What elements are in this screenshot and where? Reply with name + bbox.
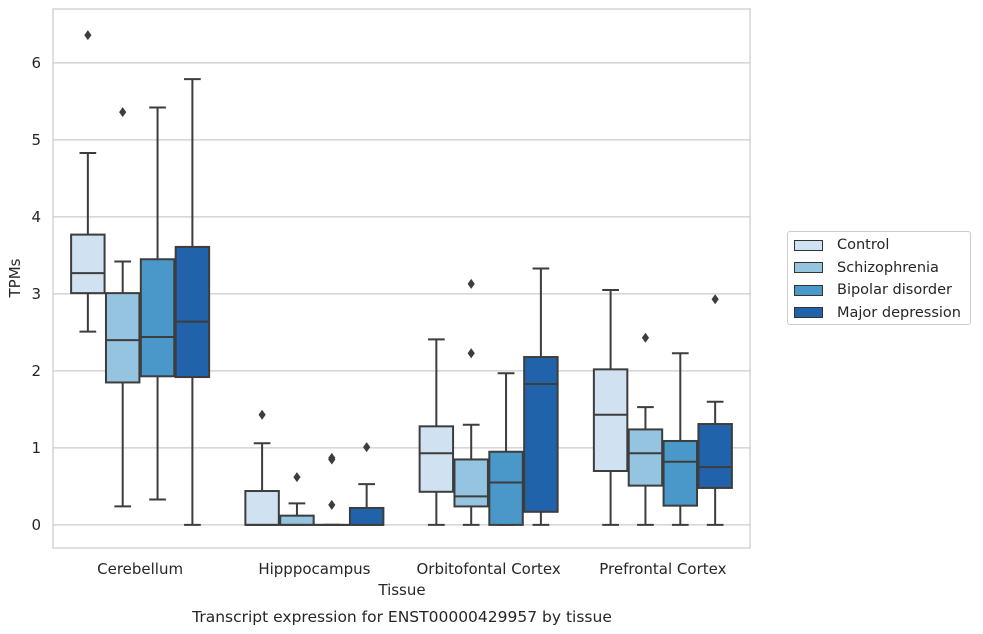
x-tick-label: Prefrontal Cortex <box>599 560 726 578</box>
box-iqr <box>279 514 315 526</box>
legend-label-bipolar-disorder: Bipolar disorder <box>837 282 952 299</box>
outlier-point <box>467 278 475 289</box>
x-tick-labels: Cerebellum Hipppocampus Orbitofontal Corte… <box>97 560 726 578</box>
outlier-point <box>258 409 266 420</box>
y-tick-label: 3 <box>31 285 41 303</box>
outlier-point <box>363 442 371 453</box>
box-iqr <box>453 458 489 508</box>
box-bipolar-disorder-orbitofontal-cortex <box>488 372 524 526</box>
outlier-point <box>293 472 301 483</box>
x-tick-label: Cerebellum <box>97 560 183 578</box>
box-major-depression-orbitofontal-cortex <box>523 267 559 526</box>
box-control-cerebellum <box>70 30 106 333</box>
y-tick-label: 4 <box>31 208 41 226</box>
outlier-point <box>711 294 719 305</box>
y-axis-label: TPMs <box>6 258 24 298</box>
legend-swatch-bipolar-disorder <box>794 284 823 296</box>
box-schizophrenia-orbitofontal-cortex <box>453 278 489 526</box>
box-plots <box>70 30 733 526</box>
y-tick-labels: 0 1 2 3 4 5 6 <box>31 54 41 534</box>
box-iqr <box>244 490 280 526</box>
legend-item-schizophrenia: Schizophrenia <box>788 257 970 280</box>
outlier-point <box>328 452 336 463</box>
box-major-depression-prefrontal-cortex <box>697 294 733 526</box>
legend-swatch-schizophrenia <box>794 262 823 274</box>
outlier-point <box>84 30 92 41</box>
legend-label-major-depression: Major depression <box>837 304 961 321</box>
box-bipolar-disorder-prefrontal-cortex <box>662 352 699 526</box>
box-iqr <box>104 292 141 384</box>
y-tick-label: 1 <box>31 439 41 457</box>
box-bipolar-disorder-hipppocampus <box>314 452 350 526</box>
y-tick-label: 2 <box>31 362 41 380</box>
box-iqr <box>523 356 559 513</box>
plot-frame <box>52 8 751 549</box>
y-tick-label: 6 <box>31 54 41 72</box>
legend-item-major-depression: Major depression <box>788 302 970 325</box>
box-iqr <box>592 368 629 472</box>
box-iqr <box>348 506 385 526</box>
box-schizophrenia-prefrontal-cortex <box>627 332 664 526</box>
box-control-prefrontal-cortex <box>592 289 629 526</box>
box-major-depression-cerebellum <box>174 78 211 526</box>
x-tick-label: Hipppocampus <box>258 560 370 578</box>
box-iqr <box>662 439 699 507</box>
box-iqr <box>70 233 106 295</box>
legend-label-schizophrenia: Schizophrenia <box>837 259 939 276</box>
legend-item-control: Control <box>788 234 970 257</box>
box-iqr <box>139 258 176 378</box>
box-control-hipppocampus <box>244 409 280 526</box>
y-tick-label: 0 <box>31 516 41 534</box>
x-axis-label: Tissue <box>377 581 425 599</box>
chart-title: Transcript expression for ENST0000042995… <box>191 608 612 626</box>
legend-swatch-control <box>794 239 823 251</box>
box-schizophrenia-cerebellum <box>104 107 141 508</box>
box-iqr <box>418 425 455 493</box>
box-schizophrenia-hipppocampus <box>279 472 315 526</box>
outlier-point <box>328 499 336 510</box>
box-major-depression-hipppocampus <box>348 442 385 526</box>
legend-label-control: Control <box>837 237 890 254</box>
legend-item-bipolar-disorder: Bipolar disorder <box>788 279 970 302</box>
outlier-point <box>641 332 650 343</box>
box-iqr <box>488 450 524 526</box>
box-control-orbitofontal-cortex <box>418 338 455 526</box>
y-tick-label: 5 <box>31 131 41 149</box>
box-iqr <box>697 423 733 489</box>
outlier-point <box>467 348 475 359</box>
legend-swatch-major-depression <box>794 307 823 319</box>
x-tick-label: Orbitofontal Cortex <box>417 560 561 578</box>
box-iqr <box>174 245 211 379</box>
legend: Control Schizophrenia Bipolar disorder M… <box>787 231 971 325</box>
outlier-point <box>119 107 127 118</box>
box-bipolar-disorder-cerebellum <box>139 106 176 501</box>
box-iqr <box>627 428 664 487</box>
